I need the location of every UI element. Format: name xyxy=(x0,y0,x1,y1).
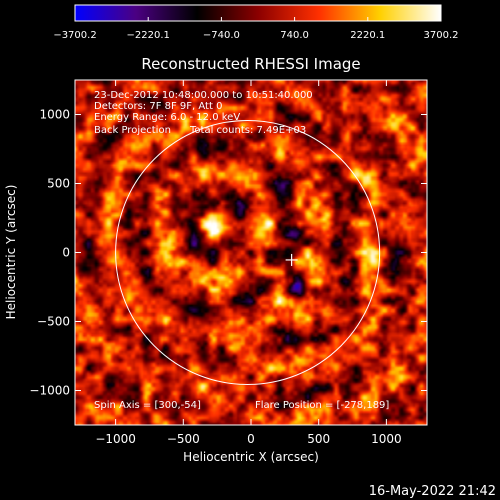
y-axis-label: Heliocentric Y (arcsec) xyxy=(4,185,18,320)
annotation-detectors: Detectors: 7F 8F 9F, Att 0 xyxy=(94,101,222,112)
plot-area: 23-Dec-2012 10:48:00.000 to 10:51:40.000… xyxy=(29,79,428,446)
colorbar-tick-label: 3700.2 xyxy=(424,30,459,41)
annotation-time-range: 23-Dec-2012 10:48:00.000 to 10:51:40.000 xyxy=(94,90,313,101)
colorbar-ticks: −3700.2 −2220.1 −740.0 740.0 2220.1 3700.2 xyxy=(53,17,459,41)
colorbar-tick-label: −3700.2 xyxy=(53,30,96,41)
colorbar-tick-label: 740.0 xyxy=(280,30,309,41)
colorbar-tick-label: −2220.1 xyxy=(127,30,170,41)
colorbar-tick-label: −740.0 xyxy=(203,30,240,41)
spin-axis-label: Spin Axis = [300,-54] xyxy=(94,400,201,411)
flare-position-label: Flare Position = [-278,189] xyxy=(255,400,389,411)
x-tick-label: −1000 xyxy=(95,432,136,446)
x-tick-label: 0 xyxy=(247,432,255,446)
y-tick-label: −500 xyxy=(37,315,70,329)
y-tick-label: 0 xyxy=(62,246,70,260)
x-axis-label: Heliocentric X (arcsec) xyxy=(183,450,319,464)
chart-title: Reconstructed RHESSI Image xyxy=(141,55,360,73)
annotation-energy-range: Energy Range: 6.0 - 12.0 keV xyxy=(94,112,240,123)
colorbar-gradient xyxy=(74,4,442,22)
x-tick-label: 500 xyxy=(307,432,330,446)
y-tick-label: 1000 xyxy=(39,108,70,122)
annotation-total-counts: Total counts: 7.49E+03 xyxy=(189,125,306,136)
axis-ticks: −1000 −500 0 500 1000 −1000 −500 0 500 1000 xyxy=(29,80,427,446)
solar-disk-circle xyxy=(115,120,381,385)
annotation-method: Back Projection xyxy=(94,125,171,136)
x-tick-label: 1000 xyxy=(371,432,402,446)
heatmap-image xyxy=(75,80,427,425)
spin-axis-marker xyxy=(285,253,298,266)
y-tick-label: −1000 xyxy=(29,384,70,398)
y-tick-label: 500 xyxy=(47,177,70,191)
timestamp: 16-May-2022 21:42 xyxy=(369,484,496,499)
colorbar-tick-label: 2220.1 xyxy=(350,30,385,41)
colorbar: −3700.2 −2220.1 −740.0 740.0 2220.1 3700.2 xyxy=(53,4,459,41)
x-tick-label: −500 xyxy=(167,432,200,446)
